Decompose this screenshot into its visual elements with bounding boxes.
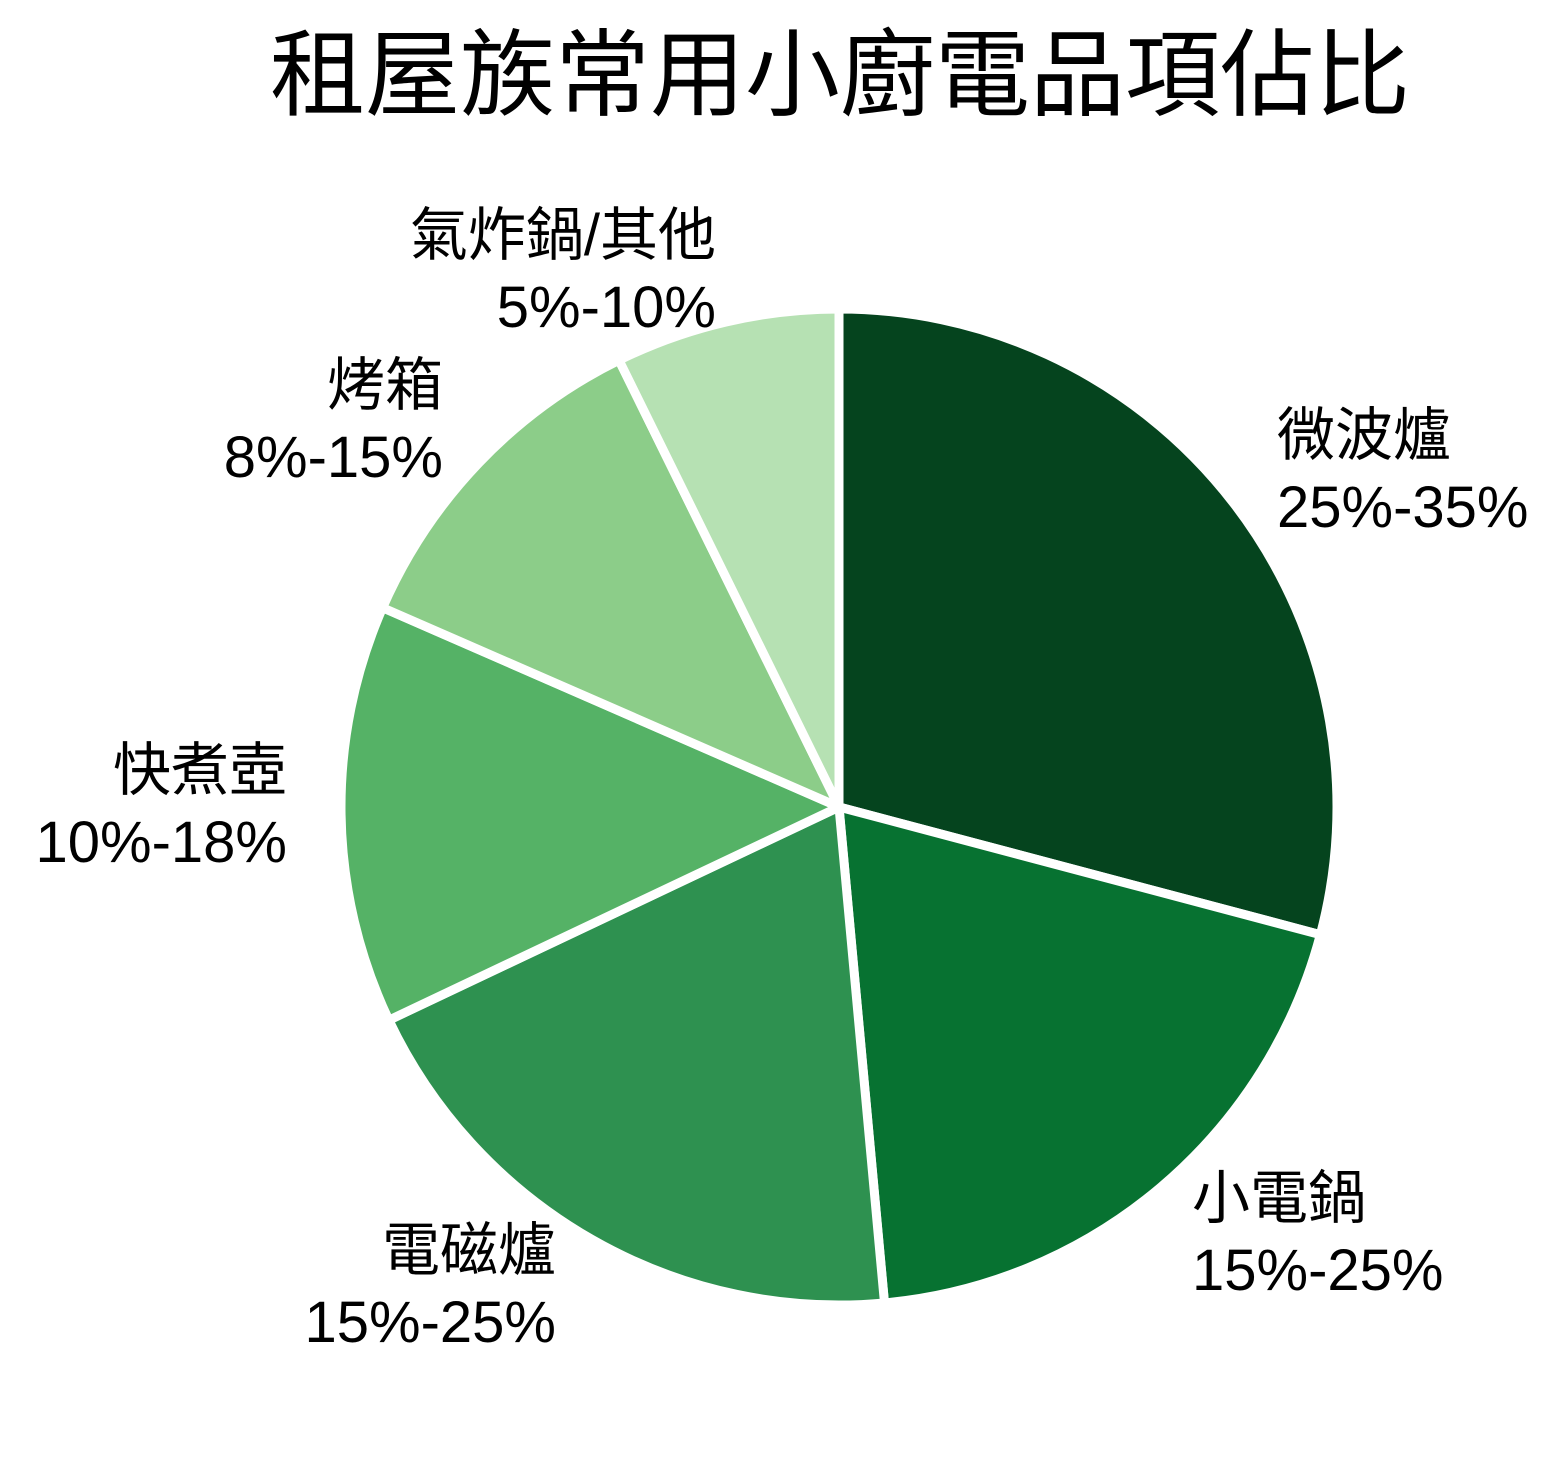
slice-induction-cooker-name-label: 電磁爐: [382, 1218, 556, 1283]
slice-induction-cooker-range-label: 15%-25%: [305, 1290, 556, 1355]
slice-rice-cooker-name-label: 小電鍋: [1192, 1166, 1366, 1231]
slice-electric-kettle-name-label: 快煮壺: [113, 738, 287, 803]
pie-slice-induction-cooker: [384, 802, 889, 1310]
pie-slice-microwave-oven: [834, 304, 1342, 940]
pie-slices: [336, 304, 1342, 1310]
pie-slice-air-fryer-other: [614, 304, 844, 812]
slice-microwave-oven-range-label: 25%-35%: [1277, 475, 1528, 540]
pie-slice-rice-cooker: [834, 802, 1325, 1308]
pie-labels: 微波爐 25%-35% 小電鍋 15%-25% 電磁爐 15%-25% 快煮壺 10%-18%…: [36, 203, 1529, 1355]
chart-title: 租屋族常用小廚電品項佔比: [270, 23, 1410, 129]
slice-electric-kettle-range-label: 10%-18%: [36, 810, 287, 875]
pie-slice-electric-kettle: [336, 603, 844, 1025]
slice-oven-name-label: 烤箱: [327, 353, 443, 418]
slice-rice-cooker-range-label: 15%-25%: [1192, 1238, 1443, 1303]
slice-air-fryer-other-name-label: 氣炸鍋/其他: [410, 203, 716, 268]
slice-oven-range-label: 8%-15%: [224, 425, 443, 490]
slice-air-fryer-other-range-label: 5%-10%: [497, 275, 716, 340]
slice-microwave-oven-name-label: 微波爐: [1277, 403, 1451, 468]
pie-slice-oven: [378, 355, 844, 812]
